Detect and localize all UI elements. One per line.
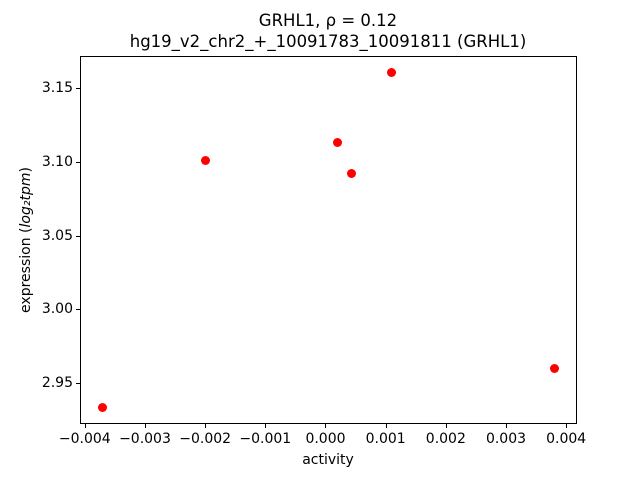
- x-tick-mark: [144, 424, 146, 428]
- data-point: [549, 363, 559, 373]
- x-tick-mark: [265, 424, 267, 428]
- x-tick-label: −0.003: [119, 431, 171, 447]
- y-tick-label: 3.05: [41, 227, 73, 244]
- x-tick-mark: [566, 424, 568, 428]
- x-tick-mark: [325, 424, 327, 428]
- y-tick-mark: [76, 88, 80, 90]
- x-tick-label: −0.002: [179, 431, 232, 447]
- data-point: [200, 156, 210, 165]
- y-axis-label-math: log₂tpm: [18, 172, 34, 228]
- data-point: [346, 169, 356, 179]
- x-tick-label: 0.001: [365, 431, 406, 447]
- x-tick-mark: [445, 424, 447, 428]
- x-tick-label: 0.000: [305, 431, 346, 447]
- chart-title-line1: GRHL1, ρ = 0.12: [258, 11, 398, 30]
- x-tick-label: 0.004: [546, 431, 587, 447]
- y-tick-mark: [76, 235, 80, 237]
- x-tick-label: 0.002: [425, 431, 466, 447]
- x-axis-label: activity: [302, 452, 354, 468]
- x-tick-mark: [84, 424, 86, 428]
- chart-title: GRHL1, ρ = 0.12 hg19_v2_chr2_+_10091783_…: [130, 10, 527, 52]
- x-tick-mark: [385, 424, 387, 428]
- y-tick-mark: [76, 382, 80, 384]
- x-tick-mark: [205, 424, 207, 428]
- y-tick-label: 3.15: [41, 80, 73, 97]
- y-tick-label: 2.95: [41, 374, 73, 391]
- x-tick-label: −0.001: [239, 431, 292, 447]
- data-point: [387, 67, 397, 77]
- plot-area: [80, 56, 577, 424]
- x-tick-label: 0.003: [485, 431, 527, 447]
- y-tick-label: 3.10: [41, 153, 73, 170]
- x-tick-mark: [506, 424, 507, 428]
- data-point: [98, 403, 108, 413]
- x-tick-label: −0.004: [58, 431, 111, 447]
- data-point: [333, 138, 343, 148]
- y-tick-mark: [76, 161, 80, 163]
- y-tick-mark: [76, 309, 80, 311]
- y-tick-label: 3.00: [41, 301, 73, 318]
- chart-title-line2: hg19_v2_chr2_+_10091783_10091811 (GRHL1): [129, 32, 527, 51]
